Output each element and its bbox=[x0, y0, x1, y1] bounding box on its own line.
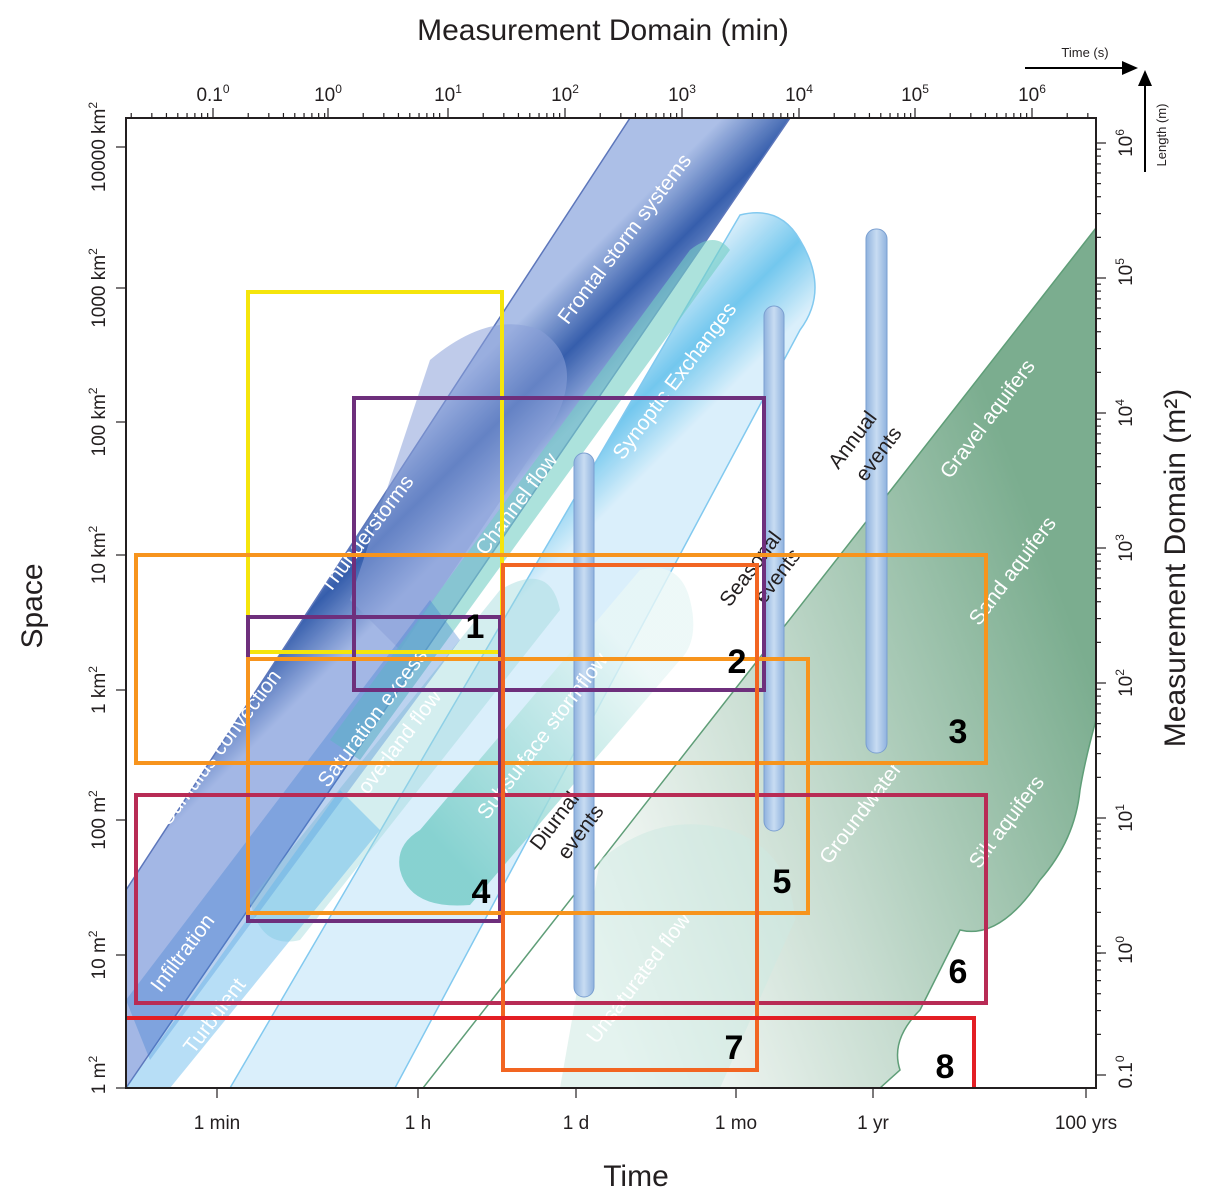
right-tick-label: 100 bbox=[1113, 936, 1137, 964]
right-tick-labels: 106 105 104 103 102 101 100 0.10 bbox=[1113, 129, 1137, 1089]
channel-flow-band bbox=[330, 240, 730, 760]
box-number-6: 6 bbox=[949, 953, 968, 991]
left-tick-labels: 10000 km2 1000 km2 100 km2 10 km2 1 km2 … bbox=[86, 102, 110, 1095]
left-tick-label: 1 m2 bbox=[86, 1056, 110, 1095]
left-tick-label: 100 km2 bbox=[86, 387, 110, 456]
right-tick-label: 101 bbox=[1113, 804, 1137, 832]
synoptic-band bbox=[229, 212, 816, 1088]
tick-marks bbox=[116, 108, 1106, 1098]
bottom-tick-label: 1 d bbox=[563, 1113, 589, 1134]
top-tick-label: 105 bbox=[901, 82, 929, 106]
box-3 bbox=[134, 553, 988, 765]
plot-area: Frontal storm systems Synoptic Exchanges… bbox=[126, 118, 1096, 1088]
left-axis-title: Space bbox=[16, 563, 49, 648]
top-tick-label: 0.10 bbox=[196, 82, 229, 106]
bottom-tick-label: 1 h bbox=[405, 1113, 431, 1134]
right-tick-label: 0.10 bbox=[1113, 1055, 1137, 1088]
box-7 bbox=[501, 563, 759, 1072]
box-2 bbox=[352, 396, 766, 692]
plot-frame bbox=[125, 117, 1097, 1089]
top-tick-label: 106 bbox=[1018, 82, 1046, 106]
length-meters-indicator: Length (m) bbox=[1138, 70, 1169, 172]
arrow-right-icon bbox=[1122, 61, 1138, 75]
left-tick-label: 1 km2 bbox=[86, 666, 110, 714]
bottom-tick-label: 1 min bbox=[194, 1113, 240, 1134]
left-tick-label: 1000 km2 bbox=[86, 248, 110, 328]
box-number-8: 8 bbox=[936, 1048, 955, 1086]
bottom-axis-title: Time bbox=[603, 1160, 669, 1193]
length-meters-label: Length (m) bbox=[1154, 104, 1169, 167]
bottom-tick-label: 1 yr bbox=[857, 1113, 889, 1134]
box-8 bbox=[126, 1016, 976, 1088]
box-number-1: 1 bbox=[466, 608, 485, 646]
arrow-up-icon bbox=[1138, 70, 1152, 86]
box-numbers: 1 2 3 4 5 6 7 8 bbox=[466, 608, 968, 1086]
box-number-3: 3 bbox=[949, 713, 968, 751]
top-axis-title: Measurement Domain (min) bbox=[417, 14, 789, 47]
box-number-4: 4 bbox=[472, 873, 491, 911]
time-seconds-label: Time (s) bbox=[1061, 45, 1108, 60]
right-axis-title: Measurement Domain (m²) bbox=[1159, 389, 1192, 747]
top-tick-label: 101 bbox=[434, 82, 462, 106]
top-tick-label: 103 bbox=[668, 82, 696, 106]
box-number-7: 7 bbox=[725, 1029, 744, 1067]
bottom-tick-label: 1 mo bbox=[715, 1113, 757, 1134]
right-tick-label: 106 bbox=[1113, 129, 1137, 157]
box-number-2: 2 bbox=[728, 643, 747, 681]
box-1 bbox=[246, 290, 504, 654]
bottom-tick-labels: 1 min 1 h 1 d 1 mo 1 yr 100 yrs bbox=[194, 1113, 1117, 1134]
box-5 bbox=[246, 657, 810, 915]
measurement-boxes bbox=[126, 290, 988, 1088]
annual-bar bbox=[865, 228, 888, 754]
left-tick-label: 10 m2 bbox=[86, 930, 110, 979]
left-tick-label: 10000 km2 bbox=[86, 102, 110, 192]
top-tick-label: 102 bbox=[551, 82, 579, 106]
bottom-tick-label: 100 yrs bbox=[1055, 1113, 1117, 1134]
right-tick-label: 103 bbox=[1113, 534, 1137, 562]
subsurface-capsule bbox=[399, 568, 694, 906]
top-tick-label: 100 bbox=[314, 82, 342, 106]
top-tick-labels: 0.10 100 101 102 103 104 105 106 bbox=[196, 82, 1046, 106]
time-seconds-indicator: Time (s) bbox=[1025, 45, 1138, 75]
right-tick-label: 105 bbox=[1113, 258, 1137, 286]
left-tick-label: 100 m2 bbox=[86, 790, 110, 850]
top-tick-label: 104 bbox=[785, 82, 813, 106]
right-tick-label: 104 bbox=[1113, 399, 1137, 427]
box-number-5: 5 bbox=[773, 863, 792, 901]
diurnal-bar bbox=[573, 452, 595, 998]
left-tick-label: 10 km2 bbox=[86, 525, 110, 584]
right-tick-label: 102 bbox=[1113, 669, 1137, 697]
box-6 bbox=[134, 793, 988, 1005]
